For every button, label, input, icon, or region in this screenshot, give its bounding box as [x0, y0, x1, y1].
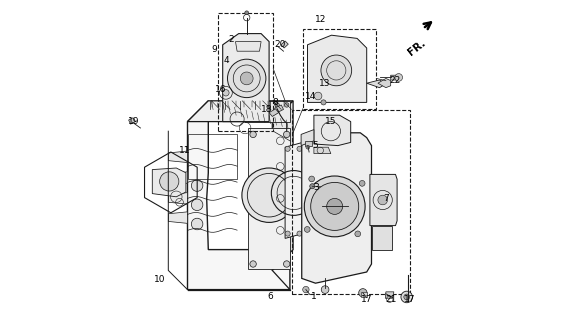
Polygon shape [307, 35, 367, 102]
Text: 3: 3 [314, 183, 319, 192]
Polygon shape [370, 174, 397, 226]
Text: 19: 19 [128, 117, 140, 126]
Circle shape [359, 289, 367, 297]
Circle shape [252, 103, 257, 107]
Text: 18: 18 [261, 105, 273, 114]
Polygon shape [373, 226, 392, 250]
Text: 5: 5 [312, 141, 318, 150]
Text: 9: 9 [211, 45, 217, 54]
Circle shape [314, 92, 322, 100]
Polygon shape [245, 101, 290, 122]
Circle shape [250, 131, 256, 138]
Polygon shape [168, 212, 188, 223]
Text: 21: 21 [386, 295, 397, 304]
Circle shape [309, 176, 315, 182]
Text: 22: 22 [389, 76, 400, 85]
Polygon shape [153, 168, 186, 197]
Circle shape [285, 103, 289, 107]
Polygon shape [367, 80, 386, 88]
Text: 7: 7 [384, 194, 390, 203]
Circle shape [378, 195, 387, 205]
Polygon shape [168, 151, 188, 163]
Text: 8: 8 [273, 98, 278, 107]
Text: 11: 11 [179, 146, 191, 155]
Circle shape [310, 184, 315, 189]
Circle shape [191, 218, 203, 230]
Circle shape [327, 198, 342, 214]
Text: 1: 1 [311, 292, 316, 301]
Text: 12: 12 [315, 15, 326, 24]
Text: 20: 20 [274, 40, 286, 49]
Text: 6: 6 [267, 292, 273, 301]
Circle shape [359, 180, 365, 186]
Polygon shape [385, 292, 394, 298]
Circle shape [264, 103, 268, 107]
Polygon shape [285, 142, 303, 238]
Polygon shape [223, 34, 269, 122]
Circle shape [321, 100, 326, 105]
Polygon shape [361, 292, 367, 297]
Text: 2: 2 [229, 35, 235, 44]
Circle shape [303, 286, 309, 293]
Circle shape [191, 180, 203, 191]
Circle shape [311, 182, 359, 230]
Text: 10: 10 [154, 275, 165, 284]
Circle shape [321, 286, 329, 293]
Circle shape [191, 199, 203, 211]
Polygon shape [188, 101, 290, 290]
Polygon shape [301, 130, 314, 146]
Polygon shape [314, 115, 351, 146]
Circle shape [297, 231, 302, 236]
Text: 16: 16 [215, 85, 227, 94]
Circle shape [304, 176, 365, 237]
Text: 17: 17 [361, 295, 373, 304]
Circle shape [284, 131, 290, 138]
Text: 4: 4 [224, 56, 230, 65]
Polygon shape [314, 147, 331, 154]
Text: FR.: FR. [406, 38, 428, 58]
Circle shape [404, 294, 409, 300]
Circle shape [284, 261, 290, 267]
Polygon shape [281, 41, 288, 48]
Text: 15: 15 [325, 117, 337, 126]
Circle shape [285, 231, 290, 236]
Text: 17: 17 [404, 295, 416, 304]
Polygon shape [378, 78, 391, 88]
Polygon shape [168, 193, 188, 204]
Circle shape [285, 146, 290, 151]
Polygon shape [269, 109, 279, 116]
Circle shape [227, 59, 266, 98]
Circle shape [223, 90, 229, 96]
Circle shape [395, 74, 403, 81]
Circle shape [304, 227, 310, 232]
Polygon shape [188, 101, 293, 122]
Circle shape [250, 261, 256, 267]
Text: 14: 14 [306, 92, 317, 100]
Circle shape [321, 55, 352, 86]
Polygon shape [168, 172, 188, 183]
Circle shape [240, 72, 253, 85]
Circle shape [401, 291, 412, 303]
Polygon shape [235, 42, 261, 51]
Polygon shape [248, 128, 290, 269]
Circle shape [306, 145, 310, 149]
Polygon shape [305, 141, 312, 146]
Circle shape [160, 172, 179, 191]
Polygon shape [272, 101, 293, 270]
Polygon shape [273, 105, 284, 113]
Circle shape [242, 168, 297, 222]
Circle shape [275, 103, 280, 107]
Circle shape [245, 11, 248, 15]
Polygon shape [391, 75, 399, 80]
Polygon shape [302, 133, 371, 283]
Text: 13: 13 [319, 79, 330, 88]
Circle shape [355, 231, 361, 237]
Polygon shape [129, 118, 136, 124]
Circle shape [297, 146, 302, 151]
